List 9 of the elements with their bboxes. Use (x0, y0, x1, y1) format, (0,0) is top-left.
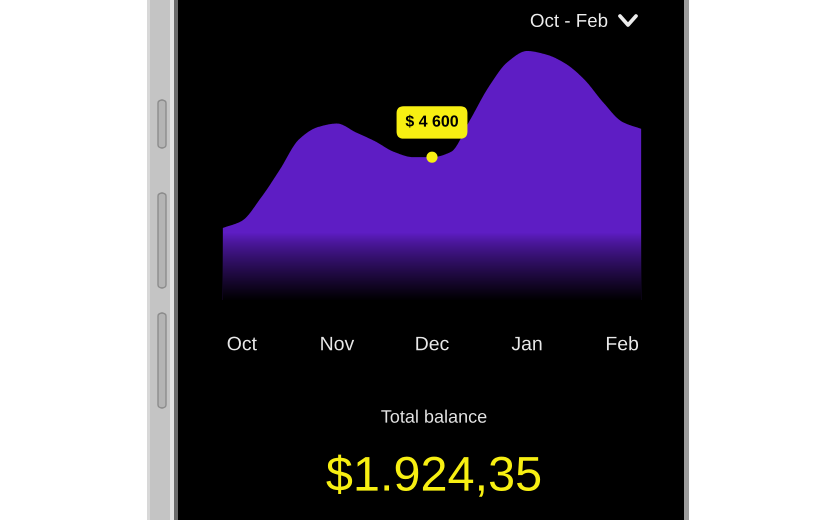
x-tick-label: Jan (512, 336, 542, 350)
text: Oct - Feb (530, 13, 608, 28)
text: Total balance (381, 410, 486, 423)
annotation: $ 4 600 (406, 114, 458, 128)
x-tick-label: Nov (321, 336, 354, 350)
x-tick-label: Oct (228, 336, 257, 350)
text: $1.924,35 (326, 454, 540, 497)
x-tick-label: Dec (416, 336, 449, 350)
x-tick-label: Feb (606, 336, 638, 350)
